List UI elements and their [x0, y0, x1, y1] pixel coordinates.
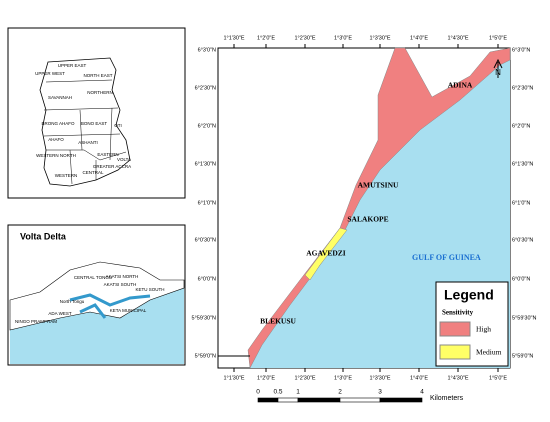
latitude-label: 6°2'0"N [512, 123, 530, 129]
place-label: AMUTSINU [358, 181, 399, 190]
north-arrow [493, 58, 503, 78]
longitude-label: 1°4'0"E [410, 375, 428, 381]
scale-segment [379, 397, 423, 403]
longitude-label: 1°3'0"E [334, 375, 352, 381]
latitude-label: 6°0'30"N [512, 237, 533, 243]
region-label: BONO EAST [81, 121, 108, 126]
place-label: ADINA [448, 81, 473, 90]
latitude-label: 6°1'0"N [198, 200, 216, 206]
longitude-label: 1°3'0"E [334, 35, 352, 41]
latitude-label: 5°59'30"N [512, 315, 536, 321]
longitude-label: 1°2'0"E [257, 35, 275, 41]
region-label: ASHANTI [78, 140, 98, 145]
latitude-label: 6°3'0"N [198, 47, 216, 53]
longitude-label: 1°3'30"E [369, 375, 390, 381]
delta-sea [10, 280, 184, 364]
region-label: WESTERN [55, 173, 78, 178]
scale-segment [277, 397, 299, 403]
latitude-label: 6°0'0"N [512, 276, 530, 282]
scale-label: 1 [296, 389, 300, 396]
medium-sensitivity [304, 227, 348, 281]
region-label: VOLTA [117, 157, 131, 162]
region-label: GREATER ACCRA [93, 164, 131, 169]
north-label: N [495, 68, 501, 77]
longitude-label: 1°4'30"E [447, 35, 468, 41]
scale-label: 0 [256, 389, 260, 396]
scale-label: 4 [420, 389, 424, 396]
region-label: WESTERN NORTH [36, 153, 76, 158]
latitude-label: 6°2'30"N [195, 85, 216, 91]
delta-label: KETU SOUTH [135, 287, 164, 292]
region-label: NORTH EAST [84, 73, 113, 78]
latitude-label: 6°0'30"N [195, 237, 216, 243]
scale-segment [257, 397, 279, 403]
place-label: BLEKUSU [260, 317, 296, 326]
delta-title: Volta Delta [20, 231, 67, 241]
latitude-label: 6°2'0"N [198, 123, 216, 129]
latitude-label: 6°1'0"N [512, 200, 530, 206]
region-label: UPPER EAST [58, 63, 87, 68]
latitude-label: 6°1'30"N [195, 161, 216, 167]
delta-label: NINGO PRAMPRAM [15, 319, 57, 324]
scale-label: 0.5 [273, 389, 282, 396]
delta-label: AKATSI NORTH [106, 274, 139, 279]
legend-swatch [439, 344, 471, 360]
latitude-label: 6°3'0"N [512, 47, 530, 53]
legend-title: Legend [444, 287, 494, 303]
longitude-label: 1°5'0"E [489, 375, 507, 381]
legend-swatch [439, 321, 471, 337]
longitude-label: 1°2'30"E [294, 35, 315, 41]
longitude-label: 1°4'30"E [447, 375, 468, 381]
longitude-label: 1°5'0"E [489, 35, 507, 41]
scale-segment [297, 397, 341, 403]
region-borders [43, 79, 127, 185]
scale-segment [339, 397, 381, 403]
region-label: NORTHERN [87, 90, 112, 95]
region-label: UPPER WEST [35, 71, 65, 76]
latitude-label: 6°0'0"N [198, 276, 216, 282]
longitude-label: 1°2'0"E [257, 375, 275, 381]
latitude-label: 5°59'30"N [192, 315, 216, 321]
longitude-label: 1°3'30"E [369, 35, 390, 41]
delta-label: ADA WEST [48, 311, 72, 316]
longitude-label: 1°1'30"E [223, 375, 244, 381]
region-label: EASTERN [97, 152, 118, 157]
region-label: OTI [114, 123, 122, 128]
sea-label: GULF OF GUINEA [412, 253, 481, 262]
latitude-label: 5°59'0"N [512, 353, 533, 359]
scale-label: 2 [338, 389, 342, 396]
place-label: AGAVEDZI [306, 249, 346, 258]
region-label: BRONG AHAFO [41, 121, 75, 126]
legend-label: Medium [476, 348, 502, 357]
legend-subtitle: Sensitivity [442, 309, 474, 317]
longitude-label: 1°2'30"E [294, 375, 315, 381]
region-label: CENTRAL [82, 170, 104, 175]
delta-lagoon [69, 293, 151, 319]
delta-label: AKATSI SOUTH [104, 282, 137, 287]
longitude-label: 1°4'0"E [410, 35, 428, 41]
delta-land [9, 261, 185, 331]
delta-label: CENTRAL TONGU [74, 275, 112, 280]
region-label: AHAFO [48, 137, 64, 142]
latitude-label: 6°2'30"N [512, 85, 533, 91]
legend-label: High [476, 325, 491, 334]
longitude-label: 1°1'30"E [223, 35, 244, 41]
scale-label: 3 [378, 389, 382, 396]
delta-label: KETA MUNICIPAL [110, 308, 147, 313]
delta-label: North Tongu [60, 299, 85, 304]
ghana-outline [39, 57, 131, 187]
latitude-label: 5°59'0"N [195, 353, 216, 359]
place-label: SALAKOPE [347, 215, 388, 224]
scale-unit: Kilometers [430, 395, 464, 402]
latitude-label: 6°1'30"N [512, 161, 533, 167]
region-label: SAVANNAH [48, 95, 72, 100]
